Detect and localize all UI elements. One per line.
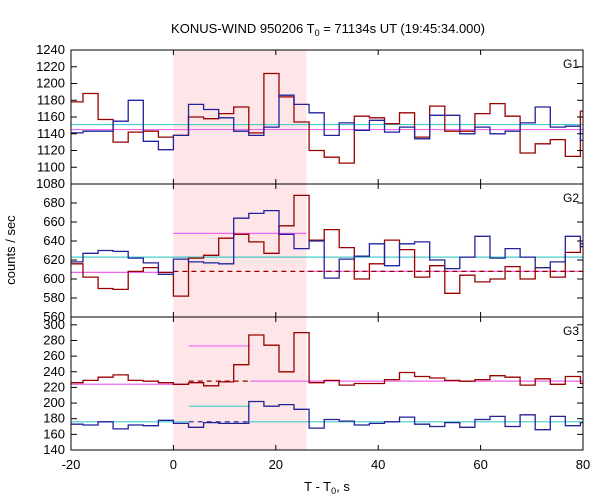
panel-plot-area	[71, 194, 583, 297]
y-tick-label: 300	[43, 317, 65, 332]
panel-label: G3	[563, 324, 579, 338]
x-axis-label: T - T0, s	[304, 479, 350, 496]
y-tick-label: 1240	[36, 42, 65, 57]
y-tick-label: 180	[43, 411, 65, 426]
blue-series-line	[71, 400, 583, 431]
red-series-line	[71, 72, 583, 164]
y-tick-label: 280	[43, 332, 65, 347]
x-tick-label: 80	[576, 457, 590, 472]
y-tick-label: 680	[43, 195, 65, 210]
chart-title: KONUS-WIND 950206 T0 = 71134s UT (19:45:…	[171, 21, 485, 38]
y-tick-label: 220	[43, 379, 65, 394]
y-tick-label: 620	[43, 252, 65, 267]
y-tick-label: 1080	[36, 176, 65, 191]
y-tick-label: 140	[43, 442, 65, 457]
y-tick-label: 160	[43, 426, 65, 441]
x-tick-label: 40	[371, 457, 385, 472]
panel-plot-area	[71, 331, 583, 431]
panel-frame	[70, 183, 584, 318]
y-tick-label: 1160	[37, 109, 65, 124]
panel-plot-area	[71, 72, 583, 164]
y-tick-label: 560	[43, 309, 65, 324]
x-tick-label: 0	[170, 457, 177, 472]
y-tick-label: 640	[43, 233, 65, 248]
y-axis-label: counts / sec	[3, 215, 18, 285]
blue-series-line	[71, 209, 583, 279]
y-tick-label: 240	[43, 364, 65, 379]
burst-interval-shade	[173, 317, 307, 450]
panel-label: G2	[563, 191, 579, 205]
x-tick-label: 20	[269, 457, 283, 472]
y-tick-label: 260	[43, 348, 65, 363]
red-series-line	[71, 331, 583, 387]
panel-frame	[70, 49, 584, 185]
y-tick-label: 660	[43, 214, 65, 229]
y-tick-label: 600	[43, 271, 65, 286]
y-tick-label: 1140	[37, 126, 65, 141]
y-tick-label: 1100	[37, 159, 65, 174]
y-tick-label: 1220	[36, 59, 65, 74]
blue-series-line	[71, 94, 583, 151]
burst-interval-shade	[173, 184, 307, 317]
red-series-line	[71, 194, 583, 297]
y-tick-label: 1120	[37, 143, 65, 158]
panel-g2: 560 580 600 620 640 660 680 G2	[43, 183, 584, 324]
y-tick-label: 1180	[37, 92, 65, 107]
panel-frame	[70, 316, 584, 451]
panels-group: 108011001120114011601180120012201240G156…	[36, 42, 590, 472]
panel-label: G1	[563, 57, 579, 71]
x-tick-label: -20	[62, 457, 81, 472]
y-tick-label: 1200	[36, 76, 65, 91]
y-tick-label: 580	[43, 290, 65, 305]
x-tick-label: 60	[473, 457, 487, 472]
y-tick-label: 200	[43, 395, 65, 410]
